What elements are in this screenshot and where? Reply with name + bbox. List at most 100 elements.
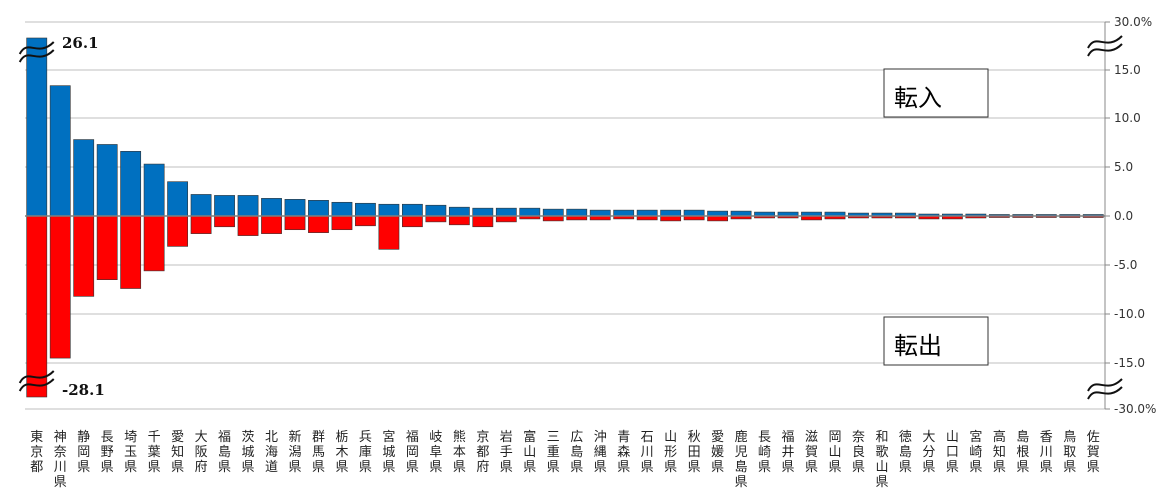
category-label-38: 大分県	[922, 430, 935, 475]
category-label-32: 福井県	[782, 430, 795, 475]
category-label-2: 静岡県	[77, 430, 90, 475]
y-tick-label: -15.0	[1114, 356, 1145, 370]
bar-out-14	[355, 215, 376, 227]
bar-in-11	[284, 199, 306, 217]
category-label-43: 香川県	[1040, 430, 1053, 475]
bar-in-18	[448, 206, 470, 217]
bar-in-20	[495, 207, 517, 217]
category-label-18: 熊本県	[453, 429, 466, 475]
y-tick-label: -10.0	[1114, 307, 1145, 321]
break-wave	[1087, 378, 1123, 392]
category-label-19: 京都府	[476, 430, 489, 475]
category-label-25: 青森県	[617, 430, 630, 475]
bar-out-4	[120, 215, 142, 289]
break-wave	[18, 378, 55, 392]
category-label-15: 宮城県	[382, 429, 395, 475]
y-tick-label: -30.0%	[1114, 402, 1156, 416]
bar-in-3	[96, 144, 118, 217]
bar-in-21	[519, 207, 541, 217]
category-label-0: 東京都	[30, 429, 43, 475]
bar-out-8	[214, 215, 235, 228]
category-label-21: 富山県	[523, 429, 536, 475]
y-tick-label: 10.0	[1114, 111, 1141, 125]
category-label-1: 神奈川県	[54, 430, 67, 490]
bar-out-11	[284, 215, 306, 231]
bar-in-15	[378, 203, 400, 217]
bar-in-17	[425, 204, 447, 217]
category-label-39: 山口県	[946, 430, 959, 475]
bar-out-20	[495, 215, 517, 223]
bar-in-0	[26, 37, 48, 217]
bar-out-9	[237, 215, 259, 236]
category-label-35: 奈良県	[852, 430, 865, 475]
category-label-17: 岐阜県	[429, 430, 442, 475]
category-label-44: 鳥取県	[1063, 430, 1076, 475]
category-label-5: 千葉県	[148, 430, 161, 475]
bar-in-12	[308, 200, 329, 217]
bar-out-15	[378, 215, 400, 250]
series-label-in: 転入	[883, 68, 989, 118]
category-label-34: 岡山県	[828, 430, 841, 475]
bar-out-12	[308, 215, 329, 233]
bar-in-5	[143, 163, 165, 217]
category-label-6: 愛知県	[171, 430, 184, 475]
category-label-33: 滋賀県	[805, 430, 818, 475]
series-label-in-text: 転入	[894, 84, 942, 112]
category-label-10: 北海道	[265, 430, 278, 475]
bar-out-19	[472, 215, 494, 228]
break-wave	[18, 41, 55, 55]
category-label-42: 島根県	[1016, 430, 1029, 475]
bar-out-6	[167, 215, 189, 247]
series-label-in-frame	[883, 68, 989, 118]
bar-in-8	[214, 195, 235, 217]
bar-in-13	[331, 201, 353, 217]
axis-break-top-right	[1087, 35, 1123, 57]
break-wave	[18, 49, 55, 63]
category-label-27: 山形県	[664, 430, 677, 475]
bar-in-22	[542, 208, 564, 217]
category-label-22: 三重県	[547, 430, 560, 475]
bar-in-23	[566, 208, 588, 217]
category-label-11: 新潟県	[288, 429, 301, 475]
category-label-40: 宮崎県	[969, 429, 982, 475]
data-label-top: 26.1	[62, 34, 99, 52]
bar-out-17	[425, 215, 447, 223]
axis-break-top-left	[18, 41, 55, 63]
bar-out-2	[73, 215, 95, 297]
bar-in-10	[261, 198, 282, 217]
bar-out-13	[331, 215, 353, 231]
series-label-out: 転出	[883, 316, 989, 366]
bar-out-10	[261, 215, 282, 234]
category-label-16: 福岡県	[406, 430, 419, 475]
bar-out-7	[190, 215, 212, 234]
bar-in-4	[120, 151, 142, 217]
break-wave	[1087, 43, 1123, 57]
bar-out-1	[49, 215, 71, 359]
data-label-bottom: -28.1	[62, 381, 105, 399]
y-tick-label: 0.0	[1114, 209, 1133, 223]
bar-out-16	[401, 215, 423, 228]
bar-in-25	[613, 209, 635, 217]
category-label-20: 岩手県	[500, 430, 513, 475]
axis-break-bottom-left	[18, 370, 55, 392]
bar-in-26	[636, 209, 658, 217]
category-label-13: 栃木県	[335, 430, 348, 475]
category-label-28: 秋田県	[688, 430, 701, 475]
bar-out-0	[26, 215, 48, 398]
bar-in-6	[167, 181, 189, 217]
bar-in-28	[683, 209, 705, 217]
bar-in-19	[472, 207, 494, 217]
category-label-45: 佐賀県	[1087, 430, 1100, 475]
category-label-37: 徳島県	[899, 430, 912, 475]
y-tick-label: 5.0	[1114, 160, 1133, 174]
bar-out-18	[448, 215, 470, 226]
category-label-14: 兵庫県	[359, 430, 372, 475]
category-label-12: 群馬県	[312, 430, 325, 475]
category-label-29: 愛媛県	[711, 430, 724, 475]
category-label-7: 大阪府	[195, 430, 208, 475]
category-label-26: 石川県	[641, 430, 654, 475]
bar-out-5	[143, 215, 165, 272]
bar-in-27	[660, 209, 682, 217]
category-label-8: 福島県	[218, 430, 231, 475]
